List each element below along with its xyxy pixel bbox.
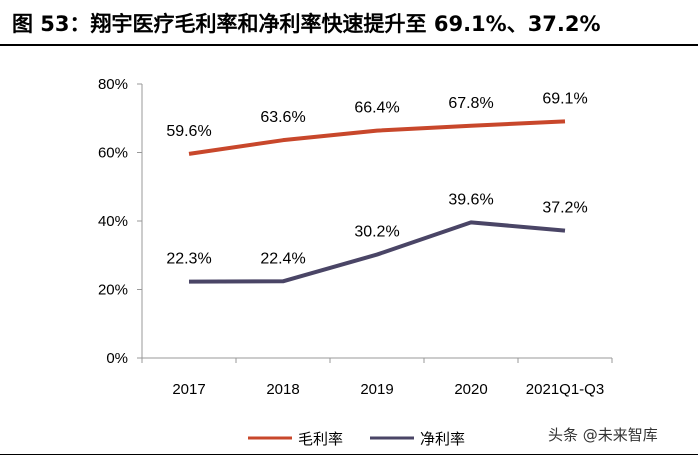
data-label: 63.6% <box>260 109 305 126</box>
figure-title: 图 53：翔宇医疗毛利率和净利率快速提升至 69.1%、37.2% <box>12 12 601 36</box>
data-label: 66.4% <box>354 100 399 117</box>
data-label: 59.6% <box>166 123 211 140</box>
x-tick-label: 2018 <box>266 381 299 398</box>
y-tick-label: 0% <box>106 350 128 367</box>
data-label: 22.4% <box>260 250 305 267</box>
data-label: 30.2% <box>354 224 399 241</box>
series-line-2 <box>188 220 566 284</box>
x-tick-label: 2017 <box>172 381 205 398</box>
legend-label: 毛利率 <box>298 430 343 448</box>
y-tick-label: 80% <box>98 76 128 93</box>
data-label: 67.8% <box>448 95 493 112</box>
data-label: 37.2% <box>542 200 587 217</box>
series-line-1 <box>188 119 566 156</box>
x-tick-label: 2019 <box>360 381 393 398</box>
watermark-text: 头条 @未来智库 <box>548 426 658 444</box>
data-label: 39.6% <box>448 191 493 208</box>
y-tick-label: 20% <box>98 282 128 299</box>
x-tick-label: 2021Q1-Q3 <box>526 381 604 398</box>
chart-axes <box>141 84 612 359</box>
y-tick-label: 40% <box>98 213 128 230</box>
bottom-rule <box>0 454 698 455</box>
data-label: 22.3% <box>166 251 211 268</box>
legend-label: 净利率 <box>420 430 465 448</box>
series-lines <box>188 119 566 284</box>
x-tick-label: 2020 <box>454 381 487 398</box>
x-axis-ticks: 2017 2018 2019 2020 2021Q1-Q3 <box>141 358 613 398</box>
data-label: 69.1% <box>542 90 587 107</box>
data-labels: 59.6% 63.6% 66.4% 67.8% 69.1% 22.3% 22.4% 30.2%… <box>166 90 587 267</box>
legend: 毛利率 净利率 <box>248 430 465 448</box>
y-axis-ticks: 0% 20% 40% 60% 80% <box>98 76 142 367</box>
title-rule <box>0 44 698 46</box>
y-tick-label: 60% <box>98 145 128 162</box>
